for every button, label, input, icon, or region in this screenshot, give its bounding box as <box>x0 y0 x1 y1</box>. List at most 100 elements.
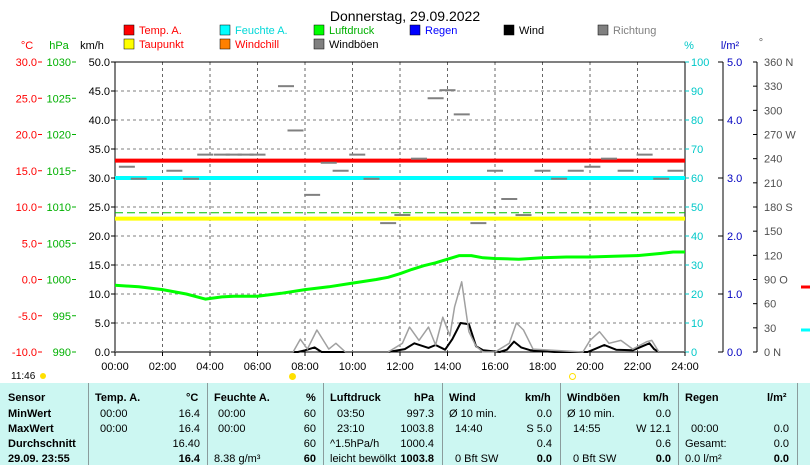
table-cell: 16.4 <box>178 453 200 465</box>
chart-canvas: Donnerstag, 29.09.2022 Temp. A. Feuchte A… <box>12 8 810 373</box>
time-tick-label: 20:00 <box>576 361 604 373</box>
legend-label: Feuchte A. <box>235 25 288 37</box>
table-cell: 0.0 <box>773 438 789 450</box>
pressure-tick-label: 990 <box>53 347 71 359</box>
wind-tick-label: 15.0 <box>89 260 110 272</box>
table-cell: 0.0 l/m² <box>685 453 722 465</box>
humidity-tick-label: 70 <box>691 144 703 156</box>
legend-label: Richtung <box>613 25 656 37</box>
grid <box>114 61 686 353</box>
temp-tick-label: 10.0 <box>16 202 37 214</box>
temp-tick-label: 30.0 <box>16 57 37 69</box>
legend-label: Windböen <box>329 39 379 51</box>
time-tick-label: 24:00 <box>671 361 699 373</box>
time-tick-label: 14:00 <box>434 361 462 373</box>
wind-tick-label: 0.0 <box>95 347 110 359</box>
table-cell: 1000.4 <box>400 438 434 450</box>
table-cell: 60 <box>303 438 316 450</box>
header-gusts-unit: km/h <box>643 392 669 404</box>
table-cell: ^1.5hPa/h <box>330 438 380 450</box>
temp-tick-label: -10.0 <box>12 347 37 359</box>
time-tick-label: 18:00 <box>529 361 557 373</box>
wind-tick-label: 25.0 <box>89 202 110 214</box>
table-cell: leicht bewölkt <box>330 453 397 465</box>
column-separator <box>678 383 679 465</box>
weather-chart: Donnerstag, 29.09.2022 Temp. A. Feuchte A… <box>12 8 810 373</box>
direction-tick-label: 0 N <box>764 347 781 359</box>
humidity-tick-label: 0 <box>691 347 697 359</box>
time-tick-label: 08:00 <box>291 361 319 373</box>
table-cell: 16.4 <box>178 408 200 420</box>
header-gusts: Windböen <box>567 392 621 404</box>
humidity-tick-label: 60 <box>691 173 703 185</box>
wind-tick-label: 45.0 <box>89 86 110 98</box>
column-separator <box>323 383 324 465</box>
table-cell: 1003.8 <box>400 423 434 435</box>
rain-tick-label: 0.0 <box>727 347 742 359</box>
time-tick-label: 16:00 <box>481 361 509 373</box>
table-cell: W 12.1 <box>636 423 671 435</box>
stats-table: Sensor Temp. A. °C Feuchte A. % Luftdruc… <box>0 383 810 465</box>
rain-tick-label: 5.0 <box>727 57 742 69</box>
table-cell: 0.0 <box>773 423 789 435</box>
table-cell: 00:00 <box>218 408 246 420</box>
current-time: 11:46 <box>11 371 36 382</box>
legend-swatch <box>597 24 609 36</box>
direction-tick-label: 330 <box>764 81 782 93</box>
humidity-tick-label: 80 <box>691 115 703 127</box>
table-row-current: 29.09. 23:55 16.4 8.38 g/m³ 60 leicht be… <box>0 453 810 469</box>
series-layer <box>114 85 685 353</box>
legend-label: Wind <box>519 25 544 37</box>
time-tick-label: 02:00 <box>149 361 177 373</box>
legend-label: Taupunkt <box>139 39 184 51</box>
table-row: MinWert 00:00 16.4 00:00 60 03:50 997.3 … <box>0 408 810 424</box>
table-cell: 60 <box>303 453 316 465</box>
header-humidity-unit: % <box>306 392 316 404</box>
sunrise-marker-icon <box>289 373 296 380</box>
pressure-tick-label: 1025 <box>47 93 71 105</box>
pressure-tick-label: 1020 <box>47 130 71 142</box>
humidity-tick-label: 10 <box>691 318 703 330</box>
column-separator <box>560 383 561 465</box>
table-cell: 997.3 <box>406 408 434 420</box>
temp-axis-unit: °C <box>21 40 33 52</box>
sunset-marker-icon <box>569 373 576 380</box>
humidity-tick-label: 30 <box>691 260 703 272</box>
table-header-row: Sensor Temp. A. °C Feuchte A. % Luftdruc… <box>0 392 810 408</box>
row-label: 29.09. 23:55 <box>8 453 70 465</box>
sun-marker-icon <box>40 373 46 379</box>
legend-swatch <box>123 38 135 50</box>
table-cell: Gesamt: <box>685 438 727 450</box>
legend-label: Windchill <box>235 39 279 51</box>
direction-tick-label: 60 <box>764 299 776 311</box>
pressure-tick-label: 1005 <box>47 238 71 250</box>
chart-title: Donnerstag, 29.09.2022 <box>330 8 480 24</box>
header-rain-unit: l/m² <box>767 392 787 404</box>
header-wind: Wind <box>449 392 476 404</box>
column-separator <box>797 383 798 465</box>
table-cell: 8.38 g/m³ <box>214 453 261 465</box>
pressure-tick-label: 995 <box>53 311 71 323</box>
column-separator <box>88 383 89 465</box>
wind-tick-label: 5.0 <box>95 318 110 330</box>
column-separator <box>442 383 443 465</box>
rain-tick-label: 2.0 <box>727 231 742 243</box>
rain-tick-label: 1.0 <box>727 289 742 301</box>
legend-swatch <box>219 38 231 50</box>
direction-tick-label: 360 N <box>764 57 793 69</box>
direction-tick-label: 210 <box>764 178 782 190</box>
x-axis-ticks: 00:00 02:00 04:00 06:00 08:00 10:00 12:00 14:00… <box>101 352 699 373</box>
rain-axis-unit: l/m² <box>721 40 740 52</box>
temp-tick-label: 15.0 <box>16 166 37 178</box>
direction-tick-label: 30 <box>764 323 776 335</box>
pressure-axis-unit: hPa <box>49 40 69 52</box>
direction-tick-label: 240 <box>764 154 782 166</box>
direction-tick-label: 90 O <box>764 275 788 287</box>
legend-swatch <box>503 24 515 36</box>
rain-tick-label: 3.0 <box>727 173 742 185</box>
axes: °C hPa km/h% l/m² ° 30.0 25.0 20.0 15.0 10.0 5.0 0.… <box>12 37 810 359</box>
wind-tick-label: 10.0 <box>89 289 110 301</box>
table-cell: 0.0 <box>655 453 671 465</box>
humidity-tick-label: 20 <box>691 289 703 301</box>
table-cell: 00:00 <box>100 408 128 420</box>
